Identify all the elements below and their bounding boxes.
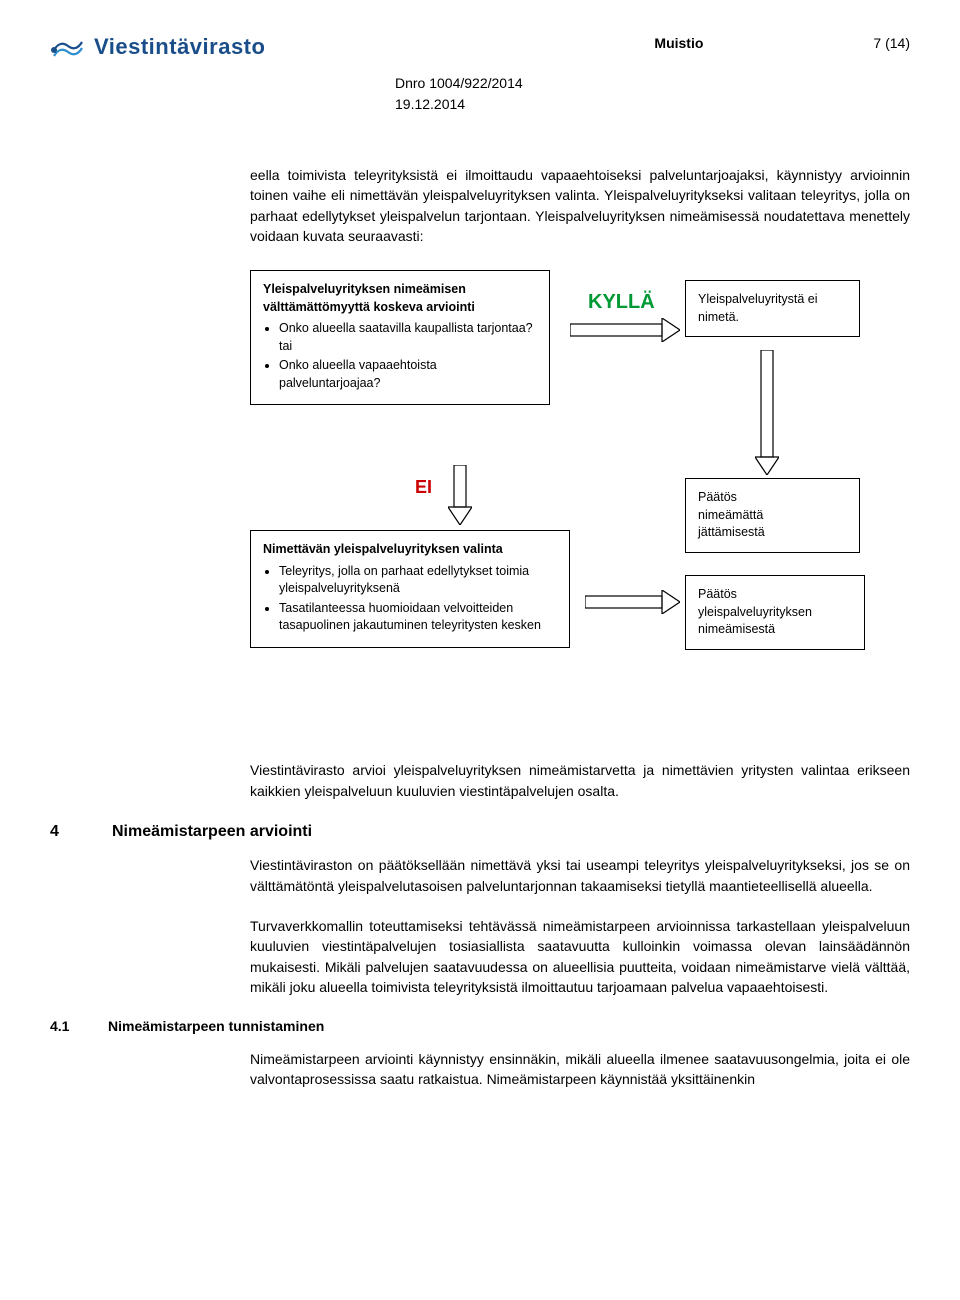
- section-41-heading: 4.1 Nimeämistarpeen tunnistaminen: [50, 1017, 910, 1037]
- section-4-title: Nimeämistarpeen arviointi: [112, 821, 312, 843]
- doc-type: Muistio: [654, 34, 703, 54]
- fc-box-decision-skip: Päätös nimeämättä jättämisestä: [685, 478, 860, 553]
- section-4-p1: Viestintäviraston on päätöksellään nimet…: [250, 855, 910, 896]
- section-4-num: 4: [50, 821, 80, 843]
- arrow-down-1: [755, 350, 779, 475]
- label-ei: EI: [415, 475, 432, 500]
- fc-box4-l2: nimeämättä: [698, 507, 847, 525]
- doc-meta: Dnro 1004/922/2014 19.12.2014: [395, 73, 910, 115]
- header-right: Muistio 7 (14): [654, 30, 910, 54]
- section-41-num: 4.1: [50, 1017, 92, 1037]
- dnro: Dnro 1004/922/2014: [395, 73, 910, 94]
- intro-paragraph: eella toimivista teleyrityksistä ei ilmo…: [250, 165, 910, 246]
- page-content: eella toimivista teleyrityksistä ei ilmo…: [250, 165, 910, 801]
- fc-box3-title: Nimettävän yleispalveluyrityksen valinta: [263, 541, 557, 559]
- section-41-p1: Nimeämistarpeen arviointi käynnistyy ens…: [250, 1049, 910, 1090]
- fc-box-not-named: Yleispalveluyritystä ei nimetä.: [685, 280, 860, 337]
- fc-box-selection: Nimettävän yleispalveluyrityksen valinta…: [250, 530, 570, 648]
- doc-date: 19.12.2014: [395, 94, 910, 115]
- fc-box-assessment: Yleispalveluyrityksen nimeämisen välttäm…: [250, 270, 550, 405]
- fc-box3-b1: Teleyritys, jolla on parhaat edellytykse…: [279, 563, 557, 598]
- org-name: Viestintävirasto: [94, 32, 265, 63]
- section-41-title: Nimeämistarpeen tunnistaminen: [108, 1017, 324, 1037]
- fc-box1-title: Yleispalveluyrityksen nimeämisen välttäm…: [263, 281, 537, 316]
- fc-box4-l1: Päätös: [698, 489, 847, 507]
- fc-box2-text: Yleispalveluyritystä ei nimetä.: [698, 292, 818, 324]
- page-header: Viestintävirasto Muistio 7 (14): [50, 30, 910, 65]
- section-4-body: Viestintäviraston on päätöksellään nimet…: [250, 855, 910, 997]
- fc-box5-l3: nimeämisestä: [698, 621, 852, 639]
- fc-box1-b1: Onko alueella saatavilla kaupallista tar…: [279, 320, 537, 355]
- section-4-p2: Turvaverkkomallin toteuttamiseksi tehtäv…: [250, 916, 910, 997]
- fc-box5-l1: Päätös: [698, 586, 852, 604]
- page-number: 7 (14): [873, 34, 910, 54]
- section-41-body: Nimeämistarpeen arviointi käynnistyy ens…: [250, 1049, 910, 1090]
- fc-box5-l2: yleispalveluyrityksen: [698, 604, 852, 622]
- arrow-down-2: [448, 465, 472, 525]
- label-kylla: KYLLÄ: [588, 288, 655, 316]
- section-4-heading: 4 Nimeämistarpeen arviointi: [50, 821, 910, 843]
- fc-box-decision-name: Päätös yleispalveluyrityksen nimeämisest…: [685, 575, 865, 650]
- fc-box1-b2: Onko alueella vapaaehtoista palveluntarj…: [279, 357, 537, 392]
- fc-box4-l3: jättämisestä: [698, 524, 847, 542]
- arrow-right-2: [585, 590, 680, 614]
- post-flowchart-paragraph: Viestintävirasto arvioi yleispalveluyrit…: [250, 760, 910, 801]
- fc-box3-b2: Tasatilanteessa huomioidaan velvoitteide…: [279, 600, 557, 635]
- logo-block: Viestintävirasto: [50, 30, 265, 65]
- logo-icon: [50, 30, 86, 65]
- flowchart: Yleispalveluyrityksen nimeämisen välttäm…: [250, 270, 910, 730]
- arrow-right-1: [570, 318, 680, 342]
